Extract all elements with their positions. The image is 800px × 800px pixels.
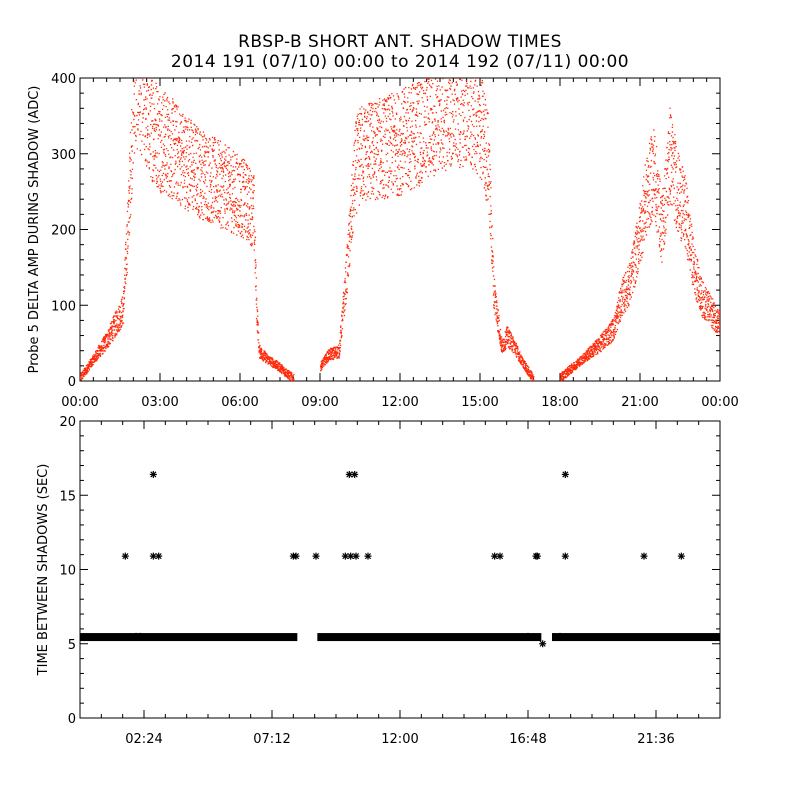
bottom-panel-time-between-shadows: 02:24 07:12 12:00 16:48 21:36 0 5 10 15 20 TIME BE… bbox=[36, 415, 721, 747]
asterisk-point bbox=[155, 552, 163, 560]
asterisk-point bbox=[312, 552, 320, 560]
y-tick-label: 10 bbox=[59, 564, 76, 579]
top-panel-probe-amplitude: 00:00 03:00 06:00 09:00 12:00 15:00 18:00 21:00… bbox=[27, 72, 739, 410]
asterisk-point bbox=[292, 552, 300, 560]
x-tick-label: 06:00 bbox=[221, 395, 258, 410]
chart-title: RBSP-B SHORT ANT. SHADOW TIMES bbox=[238, 32, 562, 52]
asterisk-point bbox=[351, 470, 359, 478]
asterisk-point bbox=[556, 632, 564, 640]
asterisk-point bbox=[121, 552, 129, 560]
x-tick-label: 00:00 bbox=[701, 395, 738, 410]
x-tick-label: 12:00 bbox=[381, 732, 418, 747]
y-tick-label: 300 bbox=[51, 148, 76, 163]
asterisk-point bbox=[364, 552, 372, 560]
amplitude-dot-cloud bbox=[320, 78, 535, 381]
y-tick-label: 15 bbox=[59, 489, 76, 504]
asterisk-point bbox=[677, 552, 685, 560]
baseline-asterisk-band bbox=[317, 633, 542, 642]
y-tick-label: 200 bbox=[51, 224, 76, 239]
asterisk-point bbox=[341, 552, 349, 560]
baseline-asterisk-band bbox=[80, 633, 298, 642]
x-tick-label: 00:00 bbox=[61, 395, 98, 410]
asterisk-point bbox=[496, 552, 504, 560]
asterisk-point bbox=[352, 552, 360, 560]
x-tick-label: 02:24 bbox=[125, 732, 162, 747]
amplitude-dot-cloud bbox=[80, 78, 295, 381]
y-tick-label: 5 bbox=[68, 638, 76, 653]
amplitude-dot-cloud bbox=[560, 107, 720, 381]
data-layer bbox=[80, 78, 720, 381]
data-layer bbox=[80, 470, 720, 648]
y-tick-label: 100 bbox=[51, 299, 76, 314]
x-tick-label: 18:00 bbox=[541, 395, 578, 410]
x-tick-label: 03:00 bbox=[141, 395, 178, 410]
y-tick-label: 0 bbox=[68, 375, 76, 390]
asterisk-point bbox=[524, 632, 532, 640]
plot-frame bbox=[79, 77, 721, 382]
asterisk-point bbox=[149, 470, 157, 478]
plot-frame bbox=[79, 420, 721, 719]
x-tick-label: 12:00 bbox=[381, 395, 418, 410]
chart-subtitle: 2014 191 (07/10) 00:00 to 2014 192 (07/1… bbox=[170, 52, 630, 72]
asterisk-point bbox=[136, 632, 144, 640]
baseline-asterisk-band bbox=[552, 633, 720, 642]
asterisk-point bbox=[561, 470, 569, 478]
asterisk-point bbox=[561, 552, 569, 560]
x-tick-label: 07:12 bbox=[253, 732, 290, 747]
x-tick-label: 16:48 bbox=[509, 732, 546, 747]
asterisk-point bbox=[347, 552, 355, 560]
y-tick-label: 400 bbox=[51, 72, 76, 87]
x-tick-label: 21:36 bbox=[637, 732, 674, 747]
x-tick-label: 15:00 bbox=[461, 395, 498, 410]
y-tick-label: 20 bbox=[59, 415, 76, 430]
x-tick-label: 21:00 bbox=[621, 395, 658, 410]
y-tick-label: 0 bbox=[68, 712, 76, 727]
y-axis-label: Probe 5 DELTA AMP DURING SHADOW (ADC) bbox=[27, 86, 42, 374]
asterisk-point bbox=[539, 640, 547, 648]
asterisk-point bbox=[533, 552, 541, 560]
asterisk-point bbox=[640, 552, 648, 560]
x-tick-label: 09:00 bbox=[301, 395, 338, 410]
y-axis-label: TIME BETWEEN SHADOWS (SEC) bbox=[36, 464, 51, 677]
